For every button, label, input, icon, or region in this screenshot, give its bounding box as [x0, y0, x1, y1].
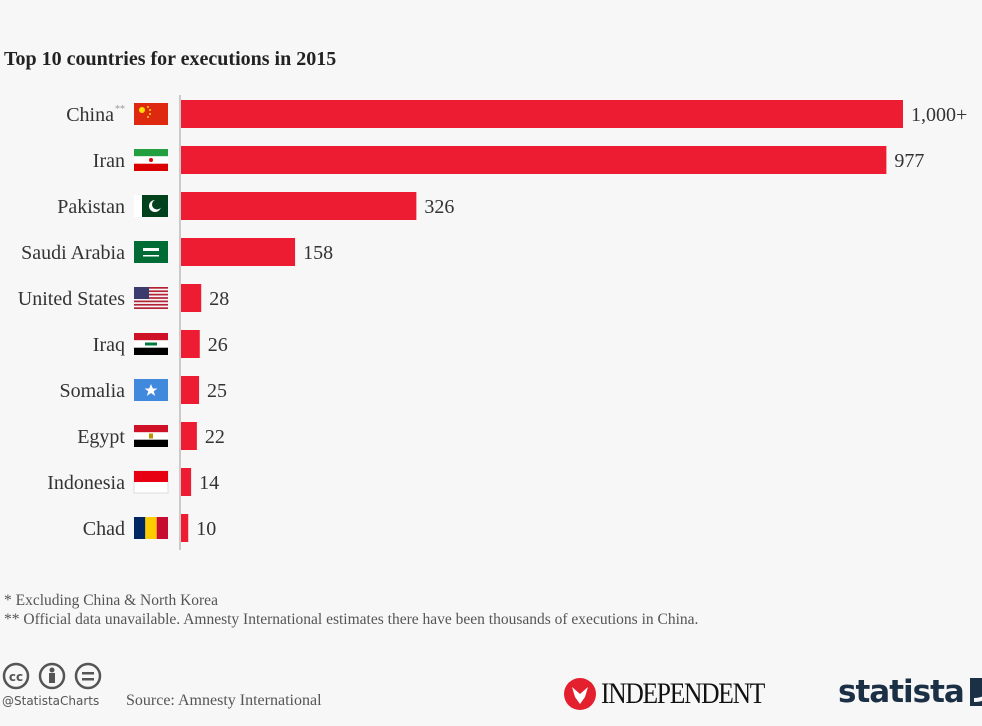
flag-icon: [134, 241, 168, 263]
data-label: 26: [208, 334, 228, 356]
data-label: 977: [894, 150, 924, 172]
flag-icon: [133, 470, 169, 494]
category-marker: **: [115, 104, 125, 115]
category-name: Saudi Arabia: [21, 242, 125, 264]
eagle-icon: [564, 678, 596, 710]
bar: [181, 192, 417, 220]
data-label: 14: [199, 472, 219, 494]
category-label: Indonesia: [47, 472, 125, 494]
data-label: 10: [196, 518, 216, 540]
category-name: Somalia: [59, 380, 125, 402]
category-label: Egypt: [77, 426, 125, 448]
category-name: Chad: [83, 518, 125, 540]
category-label: Iraq: [93, 334, 125, 356]
flag-icon: [134, 149, 168, 171]
footnote-2: ** Official data unavailable. Amnesty In…: [4, 611, 699, 628]
bar: [181, 330, 200, 358]
flag-icon: [134, 333, 168, 355]
data-label: 28: [209, 288, 229, 310]
data-label: 158: [303, 242, 333, 264]
category-label: Pakistan: [57, 196, 125, 218]
data-label: 326: [424, 196, 454, 218]
category-name: Indonesia: [47, 472, 125, 494]
independent-logo: INDEPENDENT: [563, 677, 793, 711]
flag-icon: [134, 287, 168, 309]
flag-icon: [134, 425, 168, 447]
data-label: 22: [205, 426, 225, 448]
data-label: 1,000+: [911, 104, 967, 126]
category-label: Somalia: [59, 380, 125, 402]
category-label: Chad: [83, 518, 125, 540]
category-label: United States: [18, 288, 125, 310]
no-derivatives-icon: [74, 662, 102, 690]
data-label: 25: [207, 380, 227, 402]
flag-icon: [134, 195, 168, 217]
footnote-1: * Excluding China & North Korea: [4, 592, 218, 609]
attribution-icon: [38, 662, 66, 690]
bar: [181, 422, 197, 450]
svg-text:cc: cc: [9, 670, 23, 684]
cc-icon: [2, 662, 30, 690]
flag-icon: [134, 379, 168, 401]
statista-logo: statista: [838, 674, 982, 710]
category-name: Iraq: [93, 334, 125, 356]
flag-icon: [134, 103, 168, 125]
category-name: China: [66, 104, 114, 126]
creative-commons-icons: cc: [2, 662, 102, 690]
source-text: Source: Amnesty International: [126, 692, 322, 709]
bar: [181, 100, 903, 128]
category-label: Iran: [93, 150, 125, 172]
bar: [181, 376, 200, 404]
bar: [181, 284, 202, 312]
chart-title: Top 10 countries for executions in 2015: [4, 48, 337, 70]
category-name: Pakistan: [57, 196, 125, 218]
bar: [181, 514, 189, 542]
statista-handle: @StatistaCharts: [2, 694, 100, 708]
category-name: United States: [18, 288, 125, 310]
category-name: Egypt: [77, 426, 125, 448]
category-name: Iran: [93, 150, 125, 172]
bar-chart: China** 1,000+ Iran 977 Pakistan 326 Saudi Ara…: [18, 95, 967, 550]
flag-icon: [134, 517, 168, 539]
statista-mark-icon: [969, 678, 982, 706]
category-label: Saudi Arabia: [21, 242, 125, 264]
bar: [181, 238, 296, 266]
bar: [181, 146, 887, 174]
category-label: China**: [66, 104, 125, 126]
bar: [181, 468, 192, 496]
